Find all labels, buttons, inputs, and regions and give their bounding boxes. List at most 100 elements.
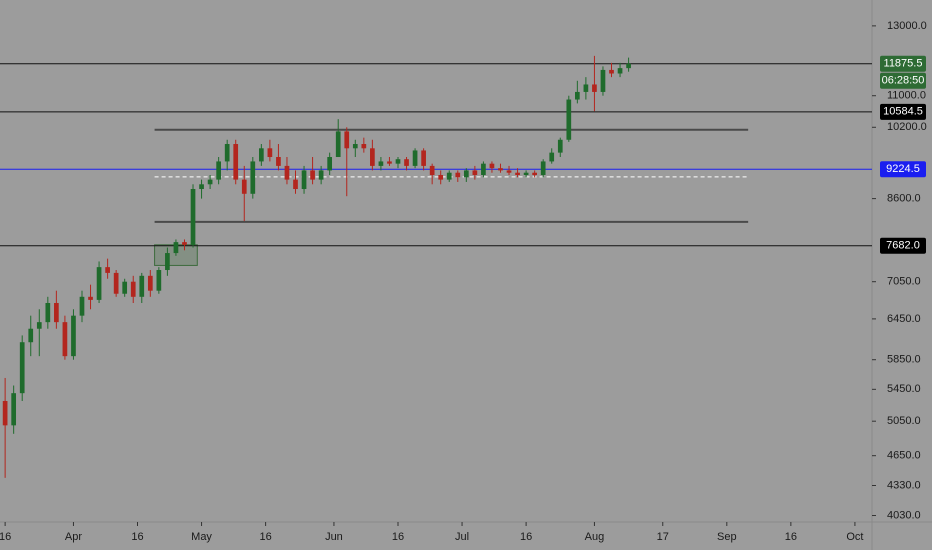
candle-body [395, 159, 401, 164]
candle-body [96, 267, 102, 300]
candle-body [489, 163, 495, 169]
candle-body [378, 161, 384, 166]
candle-body [105, 267, 110, 273]
candle-body [301, 170, 307, 190]
level-label: 11875.5 [884, 58, 923, 70]
x-tick-label: Jul [455, 531, 469, 543]
level-label-bg [880, 103, 926, 120]
candle-body [498, 168, 503, 171]
level-label: 9224.5 [886, 163, 920, 175]
x-tick-label: 16 [0, 531, 11, 543]
candle-body [429, 165, 435, 175]
y-tick-label: 5450.0 [887, 383, 921, 395]
level-label-bg [880, 237, 926, 254]
candle-body [540, 161, 546, 175]
candle-body [207, 179, 213, 185]
y-tick-label: 7050.0 [887, 276, 921, 288]
x-tick-label: Aug [585, 531, 605, 543]
x-tick-label: Apr [65, 531, 82, 543]
candle-body [88, 296, 93, 300]
candle-body [258, 148, 264, 162]
x-tick-label: 16 [520, 531, 532, 543]
candle-body [344, 131, 350, 149]
candle-body [147, 275, 153, 291]
x-tick-label: 16 [785, 531, 797, 543]
candle-body [293, 179, 298, 190]
candle-body [583, 84, 589, 92]
candle-body [199, 184, 204, 190]
candle-body [19, 342, 25, 394]
level-label-bg [880, 161, 926, 178]
level-label-bg [880, 55, 926, 72]
y-tick-label: 4030.0 [887, 509, 921, 521]
candle-body [71, 315, 76, 357]
candle-body [113, 272, 119, 294]
candle-body [421, 150, 426, 166]
countdown: 06:28:50 [882, 75, 925, 87]
x-tick-label: 16 [131, 531, 143, 543]
candle-body [370, 148, 375, 166]
candle-body [216, 161, 221, 180]
candle-body [515, 172, 520, 175]
candle-body [404, 159, 409, 166]
candle-body [600, 69, 606, 92]
candle-body [472, 170, 478, 175]
candle-body [182, 242, 187, 245]
candle-body [532, 172, 537, 175]
candle-body [387, 161, 392, 164]
candle-body [455, 172, 461, 178]
candle-body [352, 144, 358, 149]
candle-body [566, 99, 572, 140]
candle-body [173, 242, 179, 254]
x-tick-label: May [191, 531, 212, 543]
x-tick-label: Sep [717, 531, 737, 543]
candle-body [267, 148, 273, 158]
y-tick-label: 6450.0 [887, 313, 921, 325]
candle-body [361, 144, 367, 149]
candle-body [36, 322, 42, 329]
y-tick-label: 11000.0 [887, 90, 926, 102]
candle-body [28, 328, 34, 343]
candle-body [11, 393, 17, 426]
candle-body [318, 170, 324, 180]
candle-body [438, 174, 444, 180]
candle-body [156, 270, 162, 291]
candle-body [45, 302, 51, 323]
x-tick-label: 16 [392, 531, 404, 543]
y-tick-label: 4330.0 [887, 479, 921, 491]
y-tick-label: 8600.0 [887, 193, 921, 205]
candle-body [241, 179, 247, 194]
candle-body [139, 275, 145, 297]
candle-body [446, 172, 452, 180]
candle-body [574, 91, 580, 100]
candle-body [2, 400, 8, 426]
level-label: 10584.5 [883, 106, 923, 118]
candle-body [481, 163, 486, 175]
candle-body [190, 189, 196, 245]
candle-body [523, 172, 529, 175]
candle-body [412, 150, 418, 166]
candle-body [122, 281, 128, 294]
candle-body [506, 170, 512, 173]
candle-body [549, 152, 555, 162]
x-tick-label: Jun [325, 531, 343, 543]
x-tick-label: 16 [259, 531, 271, 543]
y-tick-label: 13000.0 [887, 20, 927, 32]
y-tick-label: 5850.0 [887, 354, 921, 366]
candle-body [276, 157, 281, 166]
y-tick-label: 10200.0 [887, 121, 927, 133]
candle-body [62, 322, 68, 357]
candle-body [165, 253, 170, 271]
candle-body [592, 84, 597, 92]
candle-body [617, 68, 623, 74]
candle-body [250, 161, 256, 194]
candle-body [284, 165, 290, 180]
candle-body [463, 170, 469, 178]
candle-body [609, 69, 614, 74]
candle-body [54, 302, 59, 323]
y-tick-label: 5050.0 [887, 415, 921, 427]
x-tick-label: 17 [657, 531, 669, 543]
